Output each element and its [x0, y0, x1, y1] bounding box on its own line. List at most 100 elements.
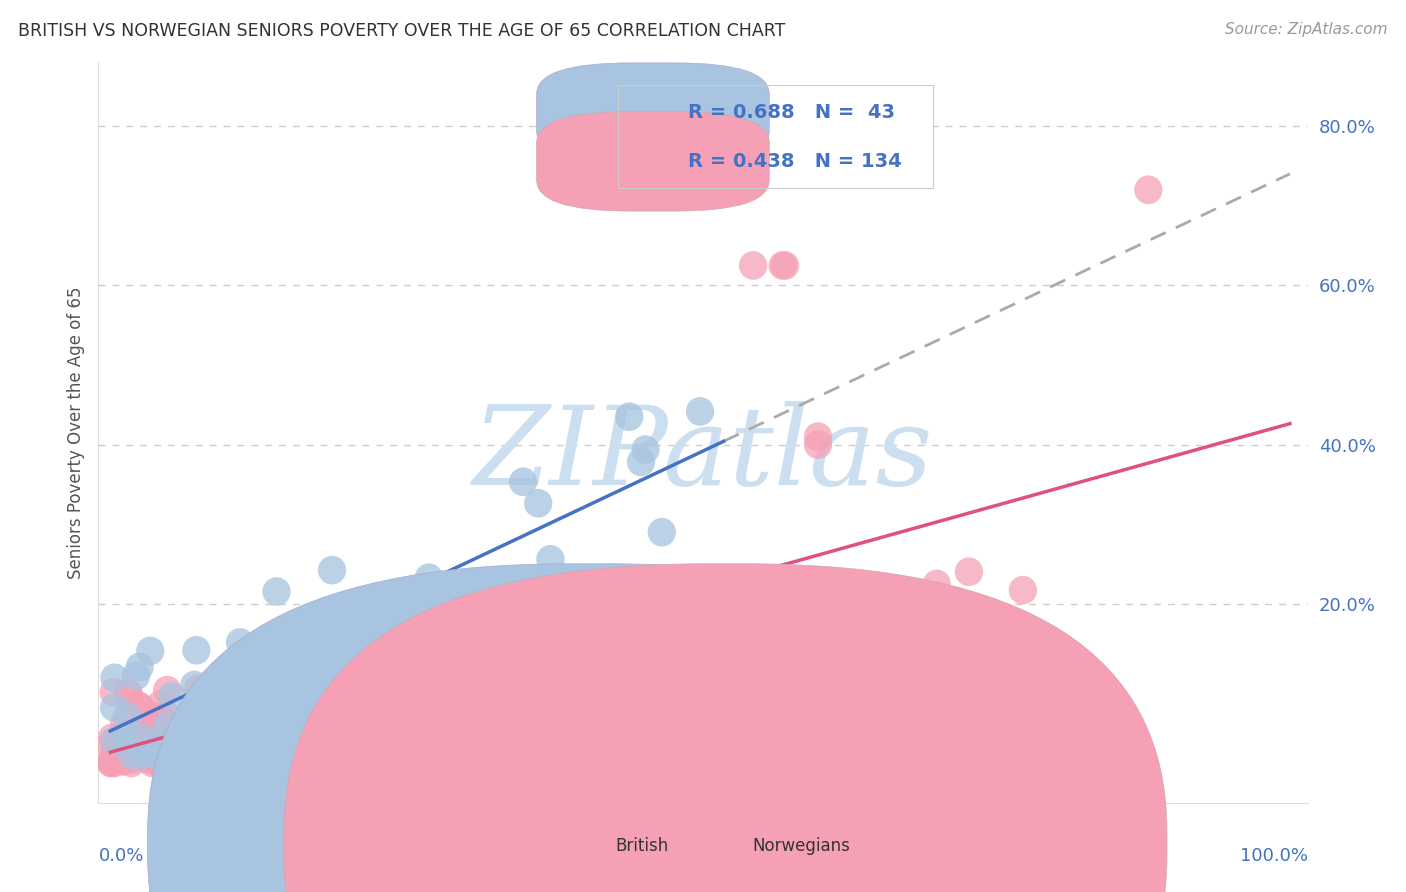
Ellipse shape — [419, 597, 447, 625]
Ellipse shape — [297, 712, 325, 740]
Ellipse shape — [650, 623, 678, 651]
Ellipse shape — [503, 606, 531, 634]
Ellipse shape — [818, 591, 846, 620]
Ellipse shape — [153, 711, 181, 739]
Ellipse shape — [631, 435, 659, 464]
Ellipse shape — [730, 600, 758, 629]
Ellipse shape — [145, 708, 173, 737]
Ellipse shape — [524, 489, 553, 517]
Ellipse shape — [465, 682, 495, 711]
Ellipse shape — [239, 677, 267, 706]
Ellipse shape — [117, 748, 145, 777]
Ellipse shape — [112, 702, 142, 731]
Ellipse shape — [139, 736, 167, 764]
Ellipse shape — [97, 748, 125, 777]
Ellipse shape — [132, 714, 160, 742]
Ellipse shape — [115, 681, 143, 710]
Text: British: British — [616, 837, 669, 855]
Ellipse shape — [271, 651, 299, 680]
Ellipse shape — [416, 577, 444, 606]
Ellipse shape — [117, 745, 145, 774]
Ellipse shape — [111, 738, 139, 766]
Ellipse shape — [127, 693, 155, 722]
Ellipse shape — [184, 674, 212, 703]
Ellipse shape — [148, 748, 176, 777]
Ellipse shape — [142, 740, 170, 770]
Ellipse shape — [267, 687, 295, 715]
Text: Source: ZipAtlas.com: Source: ZipAtlas.com — [1225, 22, 1388, 37]
Ellipse shape — [153, 676, 181, 705]
Ellipse shape — [259, 663, 287, 691]
Ellipse shape — [100, 664, 128, 692]
Ellipse shape — [172, 739, 201, 767]
Ellipse shape — [353, 647, 381, 675]
Ellipse shape — [100, 748, 128, 777]
Y-axis label: Seniors Poverty Over the Age of 65: Seniors Poverty Over the Age of 65 — [66, 286, 84, 579]
Ellipse shape — [304, 739, 332, 767]
Ellipse shape — [128, 740, 156, 770]
Ellipse shape — [443, 695, 471, 724]
Ellipse shape — [125, 653, 153, 681]
Ellipse shape — [101, 726, 129, 755]
Ellipse shape — [226, 707, 254, 736]
Ellipse shape — [110, 708, 138, 737]
Ellipse shape — [157, 682, 186, 711]
Ellipse shape — [785, 594, 813, 623]
Ellipse shape — [98, 723, 127, 752]
Text: 100.0%: 100.0% — [1240, 847, 1308, 865]
Ellipse shape — [172, 731, 200, 760]
Ellipse shape — [97, 748, 125, 777]
Ellipse shape — [141, 716, 169, 745]
Ellipse shape — [690, 612, 718, 640]
Ellipse shape — [122, 662, 150, 690]
Ellipse shape — [486, 666, 515, 695]
Ellipse shape — [368, 626, 396, 655]
Ellipse shape — [112, 725, 141, 754]
Ellipse shape — [650, 616, 678, 645]
Ellipse shape — [153, 744, 181, 772]
Ellipse shape — [135, 700, 163, 729]
Text: Norwegians: Norwegians — [752, 837, 851, 855]
Ellipse shape — [263, 577, 291, 606]
Ellipse shape — [208, 660, 236, 689]
Ellipse shape — [766, 648, 794, 677]
Ellipse shape — [322, 610, 350, 639]
Ellipse shape — [152, 708, 181, 738]
Text: BRITISH VS NORWEGIAN SENIORS POVERTY OVER THE AGE OF 65 CORRELATION CHART: BRITISH VS NORWEGIAN SENIORS POVERTY OVE… — [18, 22, 786, 40]
Ellipse shape — [254, 674, 283, 703]
Ellipse shape — [627, 448, 655, 476]
Ellipse shape — [259, 644, 287, 673]
Ellipse shape — [235, 665, 263, 694]
Ellipse shape — [776, 644, 804, 673]
Ellipse shape — [184, 703, 214, 731]
Ellipse shape — [922, 570, 950, 599]
Ellipse shape — [100, 678, 128, 706]
Ellipse shape — [142, 703, 170, 731]
Ellipse shape — [614, 402, 644, 431]
Ellipse shape — [509, 467, 537, 496]
Ellipse shape — [950, 615, 980, 643]
Ellipse shape — [222, 726, 250, 755]
Ellipse shape — [955, 558, 983, 586]
Ellipse shape — [373, 697, 401, 726]
Ellipse shape — [496, 661, 524, 690]
Ellipse shape — [697, 623, 725, 651]
Ellipse shape — [188, 717, 217, 746]
Ellipse shape — [263, 732, 291, 761]
Text: ZIPatlas: ZIPatlas — [472, 401, 934, 508]
Ellipse shape — [236, 748, 264, 777]
Ellipse shape — [444, 658, 472, 687]
Ellipse shape — [614, 631, 643, 659]
Ellipse shape — [516, 640, 544, 669]
Ellipse shape — [292, 690, 321, 719]
Ellipse shape — [804, 422, 832, 451]
Ellipse shape — [613, 607, 641, 635]
Ellipse shape — [173, 707, 201, 736]
Ellipse shape — [152, 701, 180, 730]
Ellipse shape — [108, 747, 138, 776]
Ellipse shape — [769, 252, 797, 280]
Ellipse shape — [579, 656, 607, 684]
Ellipse shape — [200, 714, 228, 743]
Ellipse shape — [585, 565, 613, 594]
Ellipse shape — [221, 734, 249, 763]
